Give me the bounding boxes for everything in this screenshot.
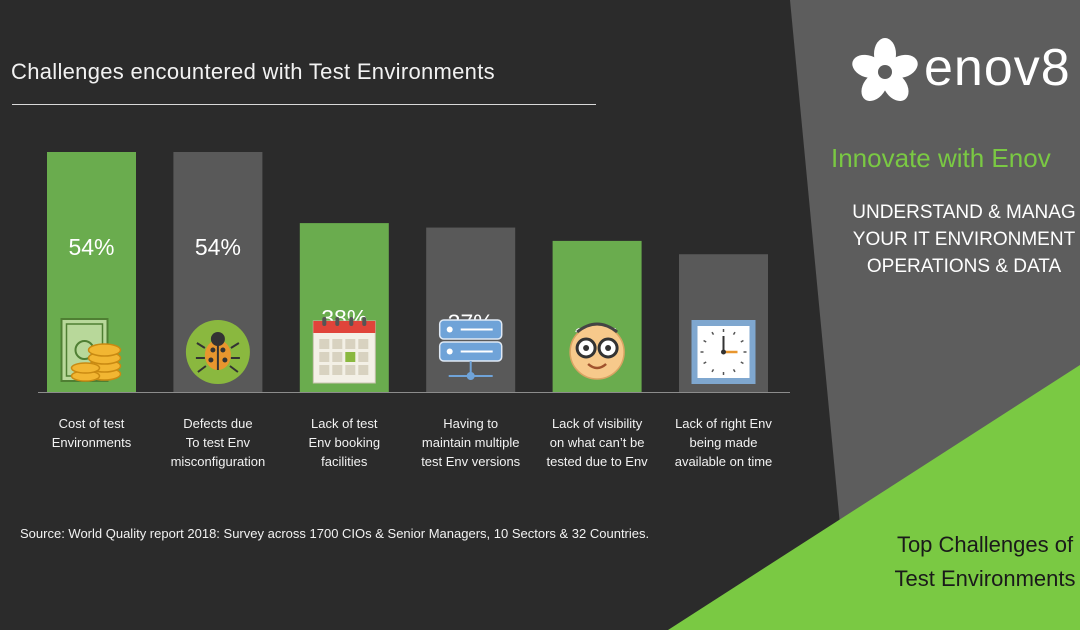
source-note: Source: World Quality report 2018: Surve… [20,526,650,541]
panel-line-2: YOUR IT ENVIRONMENT [852,229,1076,250]
title-underline [12,104,596,105]
panel-line-1: UNDERSTAND & MANAG [852,202,1076,223]
category-label: Having to maintain multiple test Env ver… [421,416,521,469]
clock-icon [691,320,756,384]
bug-icon [185,320,250,384]
category-label: Lack of right Env being made available o… [674,416,773,469]
category-label: Defects due To test Env misconfiguration [170,416,266,469]
brand-tagline: Innovate with Enov [831,143,1051,173]
chart-title: Challenges encountered with Test Environ… [11,59,495,84]
panel-line-3: OPERATIONS & DATA [866,256,1062,277]
server-icon [438,319,503,380]
category-label: Cost of test Environments [51,416,132,450]
data-label: 54% [195,234,241,260]
bottom-heading-line-2: Test Environments [894,566,1076,591]
nerd-face-icon [569,322,625,380]
category-label: Lack of visibility on what can’t be test… [546,416,648,469]
flower-logo-icon [852,38,918,102]
brand-logo-text: enov8 [924,39,1071,97]
category-label: Lack of test Env booking facilities [308,416,381,469]
green-wedge [668,365,1080,630]
data-label: 54% [68,234,114,260]
calendar-icon [312,317,376,384]
money-icon [60,318,122,382]
bar-chart: 54%54%38%37%34%31% [38,152,790,393]
bottom-heading-line-1: Top Challenges of [896,532,1074,557]
